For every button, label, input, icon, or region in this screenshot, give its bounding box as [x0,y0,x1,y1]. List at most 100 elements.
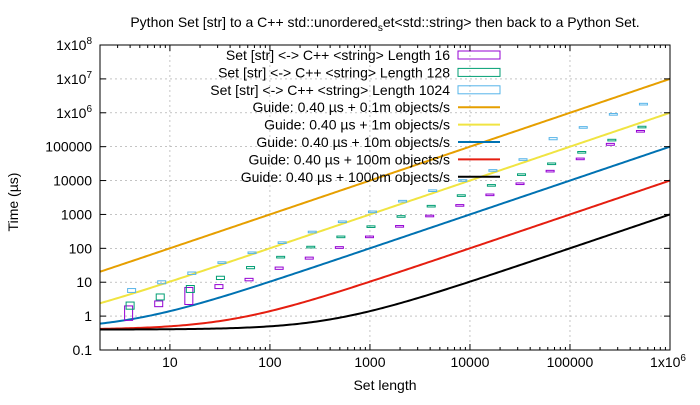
data-box-series-2 [547,162,557,166]
data-box-series-3 [157,280,167,285]
y-tick-label-exponent: 8 [86,36,92,47]
y-tick-label-base: 1x10 [56,105,87,121]
chart-title-main: Python Set [str] to a C++ std::unordered [130,14,377,30]
legend-swatch-box-2 [457,67,501,77]
grid-lines [100,45,670,350]
data-box-series-2 [185,285,195,293]
x-tick-label-exponent: 6 [680,353,686,364]
x-tick-label: 1x106 [650,353,686,370]
y-tick-label: 10 [76,274,92,290]
y-tick-label: 1x106 [56,104,92,121]
data-box-series-3 [428,189,438,192]
chart-title-rest: et<std::string> then back to a Python Se… [383,14,640,30]
data-box-series-1 [425,214,435,218]
data-box-series-2 [486,184,496,187]
data-box-series-2 [125,301,135,310]
legend-label-guide-5: Guide: 0.40 µs + 1000m objects/s [241,169,450,185]
data-box-series-2 [426,204,436,208]
data-box-series-3 [488,169,498,172]
data-box-series-1 [184,286,194,306]
data-box-series-2 [607,138,617,142]
y-tick-label: 100000 [45,139,92,155]
data-box-series-1 [334,246,344,249]
y-tick-label: 1x107 [56,70,92,87]
x-tick-label: 100000 [547,354,594,370]
guide-line-5 [100,213,671,331]
y-tick-label-base: 1x10 [56,71,87,87]
y-tick-label: 1000 [61,206,92,222]
data-box-series-3 [458,179,468,182]
legend-label-box-2: Set [str] <-> C++ <string> Length 128 [218,64,450,80]
data-box-series-1 [485,193,495,197]
data-box-series-1 [364,235,374,239]
y-tick-label: 1x108 [56,36,92,53]
legend-label-box-1: Set [str] <-> C++ <string> Length 16 [226,47,450,63]
legend-swatch-box-3 [457,85,501,95]
data-box-series-1 [635,130,645,133]
chart-title: Python Set [str] to a C++ std::unordered… [130,14,639,34]
box-marks [124,102,648,321]
data-box-series-1 [515,182,525,186]
y-axis-label: Time (µs) [5,173,21,232]
data-box-series-3 [548,137,558,141]
y-tick-label: 100 [69,240,93,256]
data-box-series-1 [244,277,254,282]
x-axis-label: Set length [353,377,416,393]
y-tick-label: 1 [84,308,92,324]
data-box-series-2 [517,173,527,176]
x-tick-label: 100 [258,354,282,370]
x-tick-label: 1000 [354,354,385,370]
data-box-series-1 [154,300,164,308]
data-box-series-2 [155,293,165,301]
data-box-series-3 [367,210,377,214]
guide-line-2 [99,111,671,305]
data-box-series-3 [638,102,648,106]
data-box-series-1 [455,204,465,207]
guide-line-1 [99,77,671,273]
x-tick-label: 10000 [450,354,489,370]
data-box-series-1 [304,256,314,260]
data-box-series-1 [124,305,134,321]
legend: Set [str] <-> C++ <string> Length 16Set … [210,47,501,185]
data-box-series-2 [246,266,256,270]
data-box-series-3 [247,251,257,255]
data-box-series-1 [214,284,224,290]
data-box-series-3 [337,220,347,224]
data-box-series-3 [277,241,287,244]
y-tick-label-exponent: 6 [86,104,92,115]
legend-label-guide-3: Guide: 0.40 µs + 10m objects/s [256,134,450,150]
data-box-series-2 [577,151,587,154]
data-box-series-3 [518,158,528,161]
data-box-series-2 [366,225,376,228]
data-box-series-2 [456,194,466,197]
data-box-series-2 [336,235,346,239]
legend-swatch-box-1 [457,50,501,60]
legend-label-guide-4: Guide: 0.40 µs + 100m objects/s [249,151,450,167]
data-box-series-2 [637,125,647,129]
data-box-series-2 [215,275,225,281]
legend-label-box-3: Set [str] <-> C++ <string> Length 1024 [210,82,450,98]
legend-label-guide-2: Guide: 0.40 µs + 1m objects/s [264,117,450,133]
data-box-series-1 [545,169,555,173]
data-box-series-1 [575,157,585,161]
plot-border [99,44,671,351]
guide-line-3 [99,145,671,325]
guide-lines [99,77,671,331]
data-box-series-3 [578,126,588,129]
x-tick-label: 10 [162,354,178,370]
data-box-series-2 [276,255,286,259]
data-box-series-3 [398,199,408,203]
data-box-series-2 [396,215,406,218]
data-box-series-3 [217,261,227,264]
data-box-series-2 [306,245,316,249]
data-box-series-3 [307,230,317,234]
guide-line-4 [99,179,671,330]
y-tick-label-exponent: 7 [86,70,92,81]
data-box-series-1 [605,142,615,146]
data-box-series-3 [127,288,137,293]
y-tick-label: 0.1 [73,342,93,358]
data-box-series-3 [187,271,197,275]
data-box-series-1 [395,225,405,228]
data-box-series-1 [274,266,284,270]
